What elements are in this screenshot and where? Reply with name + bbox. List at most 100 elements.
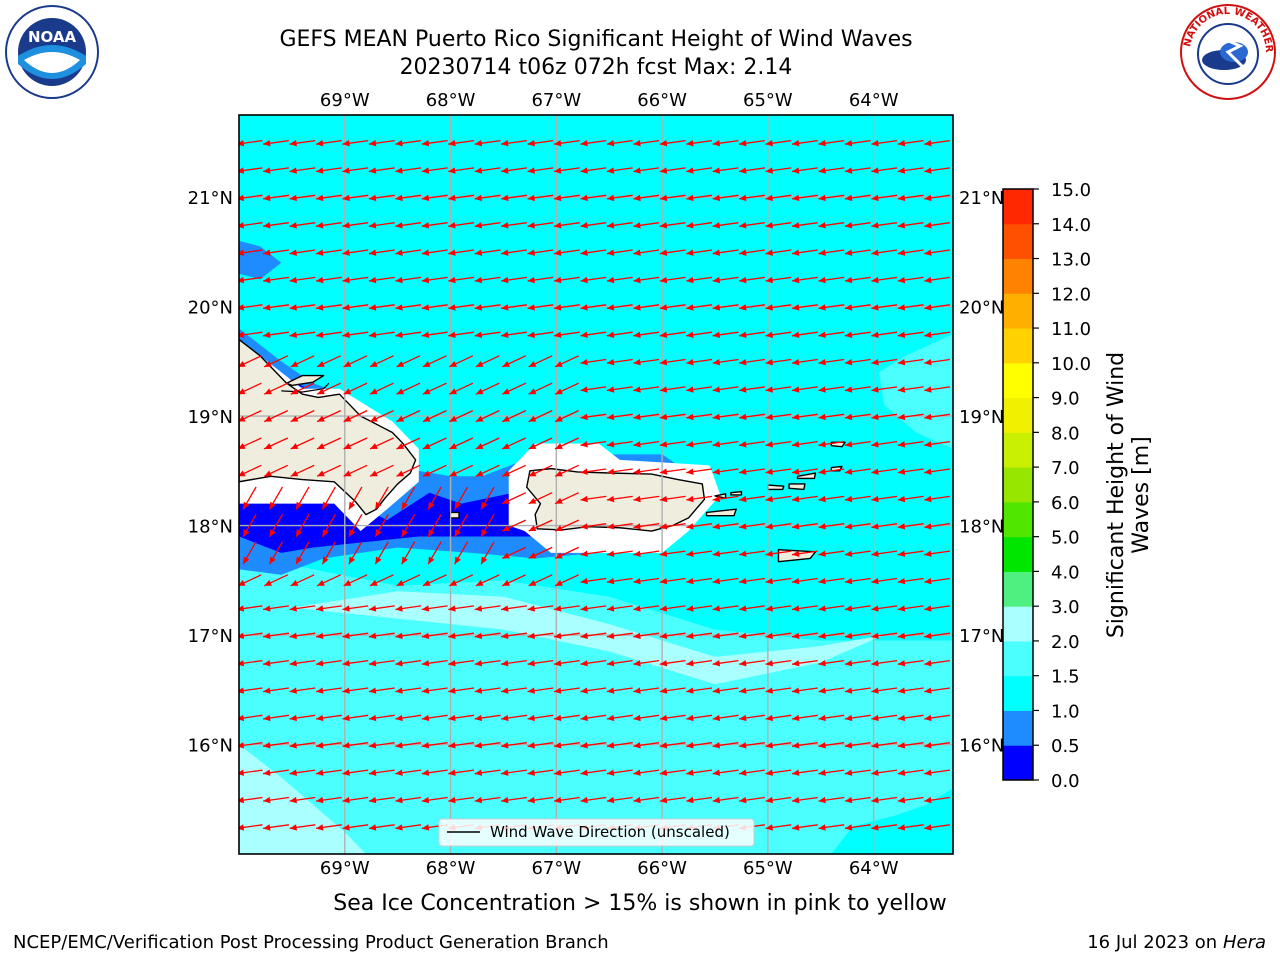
wind-arrow-head [633, 632, 641, 640]
wind-arrow-head [844, 660, 853, 667]
wind-arrow-head [818, 577, 826, 585]
wind-arrow-head [712, 605, 721, 612]
colorbar-segment [1003, 536, 1033, 572]
wind-arrow-head [686, 386, 694, 393]
wind-arrow-head [421, 632, 430, 640]
wind-arrow-head [633, 140, 641, 147]
wind-arrow-head [501, 222, 509, 229]
wind-arrow-head [395, 194, 403, 202]
wind-arrow-head [659, 714, 668, 722]
wind-arrow-head [897, 605, 906, 612]
wind-arrow-head [792, 140, 800, 147]
wind-arrow-head [606, 222, 615, 229]
wind-arrow-head [765, 824, 773, 831]
wind-arrow-head [633, 660, 641, 667]
wind-arrow-head [263, 222, 271, 229]
wind-arrow-head [871, 140, 879, 147]
wind-arrow-head [449, 470, 458, 477]
wind-arrow-head [686, 276, 694, 284]
wind-arrow-head [924, 742, 932, 749]
wind-arrow-head [449, 388, 458, 395]
wind-arrow-head [527, 331, 535, 338]
wind-arrow-head [792, 550, 800, 557]
colorbar-tick-label: 8.0 [1051, 423, 1080, 444]
wind-arrow-head [317, 360, 325, 367]
wind-arrow-head [765, 331, 773, 338]
wind-arrow-head [263, 714, 271, 722]
land-island-5 [796, 472, 817, 480]
wind-arrow-head [686, 660, 694, 667]
lat-label-right-3: 18°N [959, 517, 1004, 538]
wind-arrow-head [712, 742, 721, 749]
wind-arrow-head [448, 714, 456, 722]
wind-arrow-head [395, 632, 403, 640]
wind-arrow-head [348, 501, 356, 510]
wind-arrow-head [454, 556, 461, 565]
wind-arrow-head [243, 501, 250, 510]
wind-arrow-head [633, 331, 641, 338]
wind-arrow-head [239, 304, 245, 311]
wind-arrow-head [316, 167, 324, 174]
wind-arrow-head [686, 140, 694, 147]
wind-arrow-head [316, 714, 324, 722]
wind-arrow-head [739, 605, 747, 612]
wind-arrow-head [686, 249, 694, 256]
wind-arrow-head [924, 495, 932, 503]
wind-arrow-head [633, 550, 641, 557]
wind-arrow-head [765, 577, 773, 585]
wind-arrow-head [818, 769, 826, 776]
wind-arrow-head [527, 304, 535, 311]
wind-arrow-head [395, 742, 403, 749]
wind-arrow-head [316, 824, 324, 831]
coast-samana [281, 382, 330, 393]
wind-arrow-head [474, 276, 483, 284]
wind-arrow-head [897, 194, 906, 202]
wind-arrow-head [606, 742, 615, 749]
wind-arrow-head [528, 415, 537, 422]
wind-arrow-head [554, 687, 562, 694]
wind-arrow-head [606, 632, 615, 640]
wind-arrow-head [421, 769, 430, 776]
wind-arrow-head [502, 525, 510, 532]
wind-arrow-head [428, 529, 435, 537]
wind-arrow-head [239, 579, 246, 586]
wind-arrow-head [421, 194, 430, 202]
wind-arrow-head [370, 360, 378, 367]
wind-arrow-head [317, 579, 325, 586]
wind-arrow-head [712, 413, 721, 421]
wind-arrow-head [924, 358, 932, 366]
wind-arrow-head [844, 742, 853, 749]
wind-arrow-head [502, 388, 510, 395]
wind-arrow-head [686, 194, 694, 202]
wind-arrow-head [322, 556, 329, 565]
wind-arrow-head [818, 276, 826, 284]
wind-arrow-head [924, 769, 932, 776]
wind-arrow-head [712, 495, 721, 503]
wind-arrow-head [712, 523, 721, 530]
wind-arrow-head [239, 769, 245, 776]
wind-arrow-head [844, 577, 853, 585]
wind-arrow-head [739, 358, 747, 366]
wind-arrow-head [739, 304, 747, 311]
wind-arrow-head [924, 386, 932, 393]
wind-arrow-head [897, 687, 906, 694]
colorbar-tick-label: 11.0 [1051, 319, 1091, 340]
wind-arrow-head [239, 331, 245, 338]
colorbar-segment [1003, 467, 1033, 503]
wind-arrow-head [322, 501, 329, 510]
wind-arrow-head [686, 495, 694, 503]
wind-arrow-head [871, 331, 879, 338]
wind-arrow-head [239, 415, 246, 422]
field-1.5-2.0-south [239, 552, 953, 854]
wind-arrow-head [368, 632, 377, 640]
lon-label-bottom-4: 65°W [743, 858, 793, 879]
wind-arrow-head [269, 556, 276, 565]
wind-arrow-head [739, 222, 747, 229]
wind-arrow-head [924, 468, 932, 475]
wind-arrow-head [765, 304, 773, 311]
wind-arrow-head [395, 796, 403, 804]
wind-arrow-head [501, 331, 509, 338]
wind-arrow-head [871, 194, 879, 202]
colorbar-segment [1003, 606, 1033, 642]
wind-arrow-head [659, 194, 668, 202]
